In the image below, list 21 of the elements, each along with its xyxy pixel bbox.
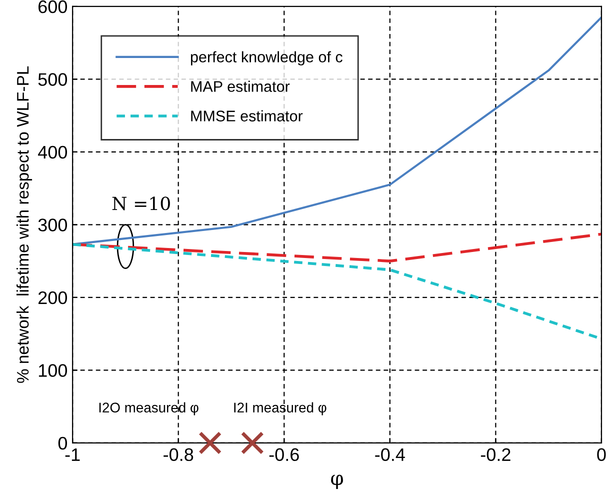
- y-tick-label: 400: [38, 146, 68, 159]
- y-axis-title: % network lifetime with respect to WLF-PL: [16, 66, 32, 383]
- y-tick-label: 100: [38, 364, 68, 377]
- y-tick-label: 300: [38, 218, 68, 232]
- x-tick-label: 0: [597, 448, 606, 462]
- annotation: N =10: [112, 196, 170, 210]
- x-tick-label: -0.2: [480, 448, 510, 462]
- y-tick-label: 500: [38, 73, 68, 86]
- y-tick-label: 600: [38, 0, 68, 14]
- legend-label: MAP estimator: [191, 80, 290, 92]
- legend-label: MMSE estimator: [191, 110, 303, 122]
- x-tick-label: -0.8: [164, 448, 194, 462]
- x-tick-label: -0.4: [375, 448, 405, 462]
- x-axis-title: φ: [331, 474, 343, 489]
- y-tick-label: 200: [38, 291, 68, 304]
- legend-label: perfect knowledge of c: [190, 51, 342, 66]
- x-tick-label: -0.6: [269, 448, 299, 462]
- annotation: I2O measured φ: [99, 402, 198, 416]
- y-tick-label: 0: [58, 436, 68, 450]
- annotation: I2I measured φ: [234, 402, 326, 416]
- x-tick-label: -1: [65, 448, 80, 461]
